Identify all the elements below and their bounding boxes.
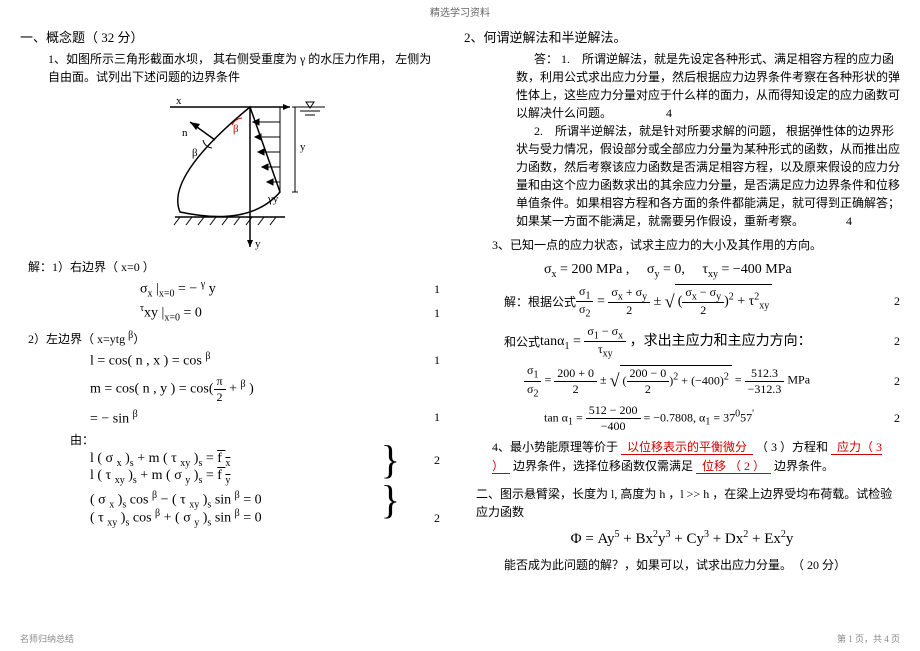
q4c: （ 3 ）方程和: [756, 440, 828, 454]
f-tan-lead: 和公式: [504, 333, 540, 350]
svg-text:n: n: [182, 127, 188, 139]
section1-title: 一、概念题（ 32 分）: [20, 27, 440, 46]
formula-4: m = cos( n , y ) = cos(π2 + β ): [60, 374, 440, 405]
formula-2: τxy |x=0 = 0 1: [60, 303, 440, 323]
dam-diagram: x y n: [120, 92, 340, 252]
column-left: 一、概念题（ 32 分） 1、如图所示三角形截面水坝， 其右侧受重度为 γ 的水…: [20, 27, 460, 574]
formula-9: ( τ xy )s cos β + ( σ y )s sin β = 0 2: [60, 508, 440, 528]
q4g: 边界条件。: [774, 459, 834, 473]
footer-left: 名师归纳总结: [20, 632, 74, 645]
formula-3: l = cos( n , x ) = cos β 1: [60, 351, 440, 370]
f-num: σ1σ2 = 200 + 02 ± √(200 − 02)2 + (−400)2…: [504, 363, 860, 399]
f9-num: 2: [400, 511, 440, 526]
svg-text:x: x: [176, 95, 182, 107]
q3-tan: 和公式 tanα1 = σ1 − σxτxy ，求出主应力和主应力方向： 2: [504, 324, 900, 360]
footer-right: 第 1 页，共 4 页: [837, 632, 900, 645]
q4a: 4、最小势能原理等价于: [492, 440, 618, 454]
q3-num: σ1σ2 = 200 + 02 ± √(200 − 02)2 + (−400)2…: [504, 363, 900, 399]
svg-text:y: y: [300, 141, 306, 153]
q3-tan2: tan α1 = 512 − 200−400 = −0.7808, α1 = 3…: [504, 403, 900, 434]
f-tan: tanα1 = σ1 − σxτxy ，求出主应力和主应力方向：: [540, 324, 860, 360]
content-columns: 一、概念题（ 32 分） 1、如图所示三角形截面水坝， 其右侧受重度为 γ 的水…: [0, 19, 920, 574]
formula-5: = − sin β 1: [60, 409, 440, 428]
f9: ( τ xy )s cos β + ( σ y )s sin β = 0: [60, 508, 400, 528]
f-tan-n: 2: [860, 334, 900, 349]
f6-num: 2: [400, 453, 440, 468]
f-tan2: tan α1 = 512 − 200−400 = −0.7808, α1 = 3…: [504, 403, 860, 434]
q2-title: 2、何谓逆解法和半逆解法。: [464, 27, 900, 46]
f-sigma: σx = 200 MPa , σy = 0, τxy = −400 MPa: [504, 258, 900, 280]
f7: l ( τ xy )s + m ( σ y )s = f y: [60, 468, 400, 486]
f2-num: 1: [400, 306, 440, 321]
f-lead: 解：根据公式: [504, 293, 576, 310]
ans1-label: 解：1）右边界（ x=0 ）: [28, 258, 440, 275]
f3: l = cos( n , x ) = cos β: [60, 351, 400, 370]
f2: τxy |x=0 = 0: [60, 303, 400, 323]
f4: m = cos( n , y ) = cos(π2 + β ): [60, 374, 400, 405]
q4-blank1: 以位移表示的平衡微分: [621, 440, 753, 455]
q4-blank3: 位移 （ 2 ）: [696, 459, 771, 474]
f-num-n: 2: [860, 374, 900, 389]
formula-8: ( σ x )s cos β − ( τ xy )s sin β = 0 }: [60, 490, 440, 510]
svg-text:y: y: [255, 238, 261, 250]
column-right: 2、何谓逆解法和半逆解法。 答： 1. 所谓逆解法，就是先设定各种形式、满足相容…: [460, 27, 900, 574]
q1-text: 1、如图所示三角形截面水坝， 其右侧受重度为 γ 的水压力作用， 左侧为自由面。…: [48, 50, 440, 86]
f3-num: 1: [400, 353, 440, 368]
svg-text:γy: γy: [267, 193, 279, 205]
ans2-p1: 答： 1. 所谓逆解法，就是先设定各种形式、满足相容方程的应力函数，利用公式求出…: [516, 50, 900, 122]
page-header: 精选学习资料: [0, 0, 920, 19]
f-main-n: 2: [860, 294, 900, 309]
phi-formula: Φ = Ay5 + Bx2y3 + Cy3 + Dx2 + Ex2y: [464, 529, 900, 548]
section2-text: 二、图示悬臂梁，长度为 l, 高度为 h ，l >> h ，在梁上边界受均布荷载…: [476, 485, 900, 521]
brace-icon: }: [381, 490, 400, 510]
q4-text: 4、最小势能原理等价于 以位移表示的平衡微分 （ 3 ）方程和 应力（ 3 ） …: [492, 438, 900, 476]
q4e: 边界条件，选择位移函数仅需满足: [513, 459, 693, 473]
brace-icon: }: [381, 450, 400, 470]
f-tan2-n: 2: [860, 411, 900, 426]
svg-text:β: β: [233, 123, 239, 135]
f-main: σ1σ2 = σx + σy2 ± √(σx − σy2)2 + τ2xy: [576, 284, 860, 320]
q3-given: σx = 200 MPa , σy = 0, τxy = −400 MPa: [504, 258, 900, 280]
f1: σx |x=0 = − γ y: [60, 279, 400, 299]
f5: = − sin β: [60, 409, 400, 428]
q3-main: 解：根据公式 σ1σ2 = σx + σy2 ± √(σx − σy2)2 + …: [504, 284, 900, 320]
ans2-label: 2）左边界（ x=ytg β）: [28, 330, 440, 347]
formula-6: l ( σ x )s + m ( τ xy )s = f x } 2: [60, 450, 440, 470]
section2-text2: 能否成为此问题的解？，如果可以，试求出应力分量。 （ 20 分）: [504, 556, 900, 574]
ans2-p2: 2. 所谓半逆解法，就是针对所要求解的问题， 根据弹性体的边界形状与受力情况，假…: [516, 122, 900, 230]
f5-num: 1: [400, 410, 440, 425]
q3-text: 3、已知一点的应力状态，试求主应力的大小及其作用的方向。: [492, 236, 900, 254]
f1-num: 1: [400, 282, 440, 297]
formula-1: σx |x=0 = − γ y 1: [60, 279, 440, 299]
svg-text:β: β: [192, 147, 198, 159]
f6: l ( σ x )s + m ( τ xy )s = f x: [60, 451, 375, 469]
f8: ( σ x )s cos β − ( τ xy )s sin β = 0: [60, 490, 375, 510]
